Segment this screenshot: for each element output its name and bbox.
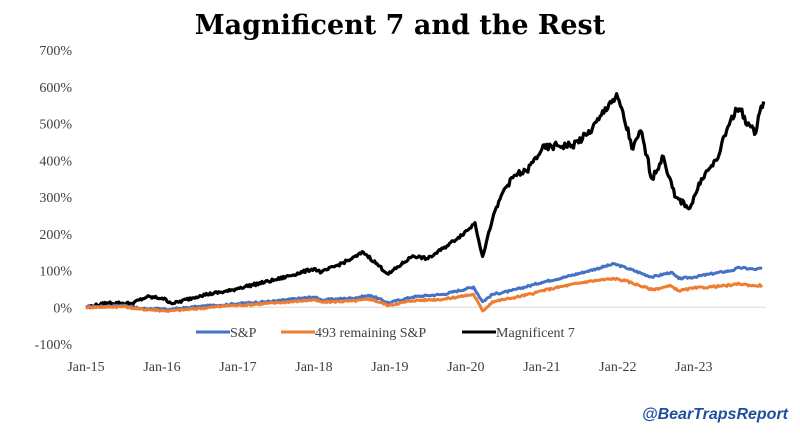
x-tick-label: Jan-16 [143, 360, 180, 375]
legend-label: Magnificent 7 [496, 326, 575, 341]
y-tick-label: 700% [39, 44, 72, 59]
x-tick-label: Jan-21 [523, 360, 560, 375]
legend: S&P 493 remaining S&P Magnificent 7 [196, 326, 575, 341]
x-tick-label: Jan-20 [447, 360, 484, 375]
x-tick-label: Jan-19 [371, 360, 408, 375]
legend-label: 493 remaining S&P [315, 326, 426, 341]
y-tick-label: 200% [39, 228, 72, 243]
series-line-2 [85, 92, 766, 309]
series-line-1 [85, 276, 764, 313]
chart-title: Magnificent 7 and the Rest [194, 10, 606, 41]
y-tick-label: -100% [35, 338, 73, 353]
y-tick-label: 500% [39, 118, 72, 133]
x-tick-label: Jan-15 [67, 360, 104, 375]
y-tick-label: 600% [39, 81, 72, 96]
y-tick-label: 300% [39, 191, 72, 206]
series-lines [85, 92, 766, 313]
legend-label: S&P [230, 326, 257, 341]
y-tick-label: 0% [53, 301, 72, 316]
x-tick-label: Jan-18 [295, 360, 332, 375]
x-tick-label: Jan-17 [219, 360, 256, 375]
y-axis: -100% 0% 100% 200% 300% 400% 500% 600% 700% [35, 44, 73, 353]
credit-handle: @BearTrapsReport [641, 406, 788, 423]
y-tick-label: 100% [39, 265, 72, 280]
x-tick-label: Jan-22 [599, 360, 636, 375]
x-axis: Jan-15 Jan-16 Jan-17 Jan-18 Jan-19 Jan-20 Jan-… [67, 360, 712, 375]
x-tick-label: Jan-23 [675, 360, 712, 375]
y-tick-label: 400% [39, 154, 72, 169]
